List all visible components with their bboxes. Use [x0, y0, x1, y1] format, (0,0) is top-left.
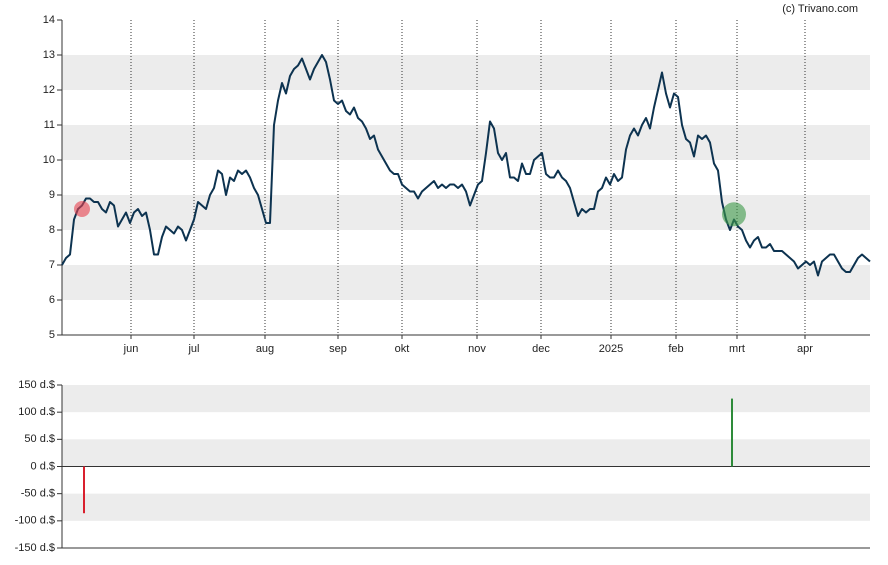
- y-tick-label: 50 d.$: [24, 433, 55, 445]
- y-tick-label: 9: [49, 189, 55, 201]
- x-tick-label: okt: [395, 343, 410, 355]
- y-tick-label: 13: [43, 49, 55, 61]
- band: [62, 125, 870, 160]
- band: [62, 493, 870, 521]
- y-tick-label: 6: [49, 294, 55, 306]
- y-tick-label: 14: [43, 14, 55, 26]
- y-tick-label: 7: [49, 259, 55, 271]
- y-tick-label: 5: [49, 329, 55, 341]
- x-tick-label: aug: [256, 343, 274, 355]
- x-tick-label: sep: [329, 343, 347, 355]
- x-tick-label: jul: [187, 343, 199, 355]
- y-tick-label: 0 d.$: [31, 460, 55, 472]
- x-tick-label: nov: [468, 343, 486, 355]
- x-tick-label: feb: [668, 343, 683, 355]
- y-tick-label: 8: [49, 224, 55, 236]
- x-tick-label: 2025: [599, 343, 623, 355]
- y-tick-label: 12: [43, 84, 55, 96]
- y-tick-label: 10: [43, 154, 55, 166]
- y-tick-label: 150 d.$: [18, 379, 55, 391]
- band: [62, 265, 870, 300]
- y-tick-label: 11: [44, 119, 55, 131]
- trade-marker: [722, 202, 746, 227]
- credit: (c) Trivano.com: [782, 3, 858, 15]
- band: [62, 195, 870, 230]
- x-tick-label: apr: [797, 343, 813, 355]
- x-tick-label: dec: [532, 343, 550, 355]
- x-tick-label: jun: [123, 343, 139, 355]
- band: [62, 385, 870, 413]
- band: [62, 55, 870, 90]
- y-tick-label: 100 d.$: [18, 406, 55, 418]
- y-tick-label: -100 d.$: [15, 515, 55, 527]
- x-tick-label: mrt: [729, 343, 745, 355]
- y-tick-label: -150 d.$: [15, 542, 55, 554]
- y-tick-label: -50 d.$: [21, 488, 55, 500]
- band: [62, 439, 870, 467]
- trade-marker: [74, 201, 90, 217]
